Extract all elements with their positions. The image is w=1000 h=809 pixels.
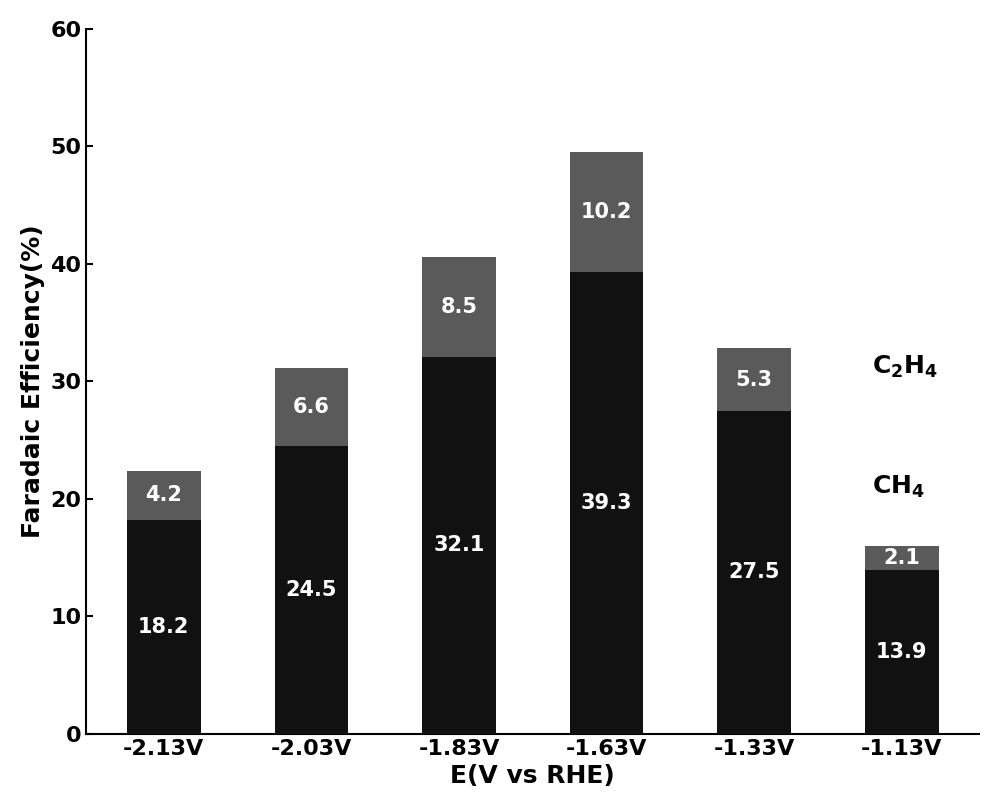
Text: 18.2: 18.2 bbox=[138, 616, 190, 637]
Text: 13.9: 13.9 bbox=[876, 642, 927, 662]
Bar bbox=[127, 520, 201, 734]
Text: 2.1: 2.1 bbox=[883, 549, 920, 568]
Text: 39.3: 39.3 bbox=[581, 493, 632, 513]
Bar bbox=[865, 546, 939, 570]
Bar bbox=[127, 471, 201, 520]
Bar bbox=[570, 152, 643, 272]
Bar bbox=[717, 411, 791, 734]
Text: 4.2: 4.2 bbox=[145, 485, 182, 506]
Text: $\mathbf{C_2H_4}$: $\mathbf{C_2H_4}$ bbox=[872, 354, 938, 380]
Text: 32.1: 32.1 bbox=[433, 536, 485, 555]
Bar bbox=[865, 570, 939, 734]
Bar bbox=[422, 357, 496, 734]
Text: 8.5: 8.5 bbox=[440, 297, 477, 316]
Bar bbox=[275, 446, 348, 734]
Text: 5.3: 5.3 bbox=[736, 370, 773, 389]
Text: 24.5: 24.5 bbox=[286, 580, 337, 599]
Text: $\mathbf{CH_4}$: $\mathbf{CH_4}$ bbox=[872, 474, 925, 500]
Bar bbox=[275, 368, 348, 446]
Y-axis label: Faradaic Efficiency(%): Faradaic Efficiency(%) bbox=[21, 224, 45, 538]
Bar bbox=[570, 272, 643, 734]
Bar bbox=[422, 256, 496, 357]
Text: 6.6: 6.6 bbox=[293, 397, 330, 417]
Text: 27.5: 27.5 bbox=[728, 562, 780, 582]
X-axis label: E(V vs RHE): E(V vs RHE) bbox=[450, 765, 615, 788]
Bar bbox=[717, 349, 791, 411]
Text: 10.2: 10.2 bbox=[581, 202, 632, 222]
